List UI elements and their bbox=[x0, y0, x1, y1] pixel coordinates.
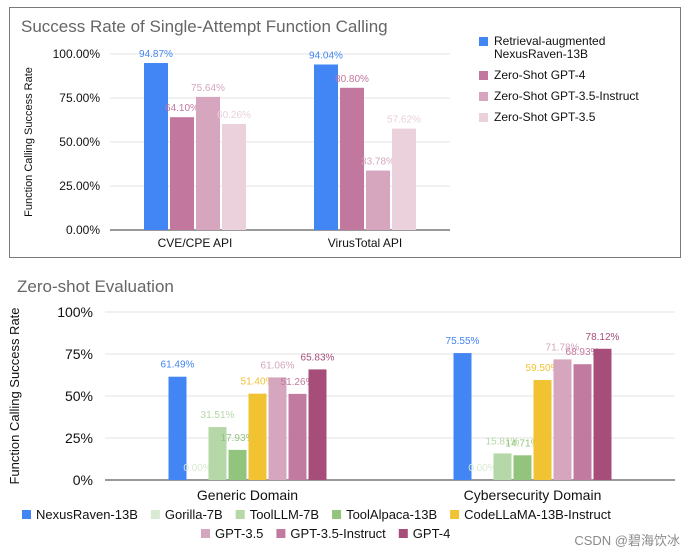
data-label: 68.93% bbox=[566, 347, 600, 358]
data-label: 33.78% bbox=[361, 157, 395, 168]
legend-label: ToolLLM-7B bbox=[250, 507, 319, 522]
legend-label: GPT-3.5 bbox=[215, 526, 263, 541]
data-label: 71.78% bbox=[546, 342, 580, 353]
bar-retrieval-augmented-nexusraven-13b-cve-cpe-api bbox=[144, 63, 168, 230]
data-label: 0.00% bbox=[183, 463, 211, 474]
chart-title: Success Rate of Single-Attempt Function … bbox=[21, 17, 388, 36]
bar-zero-shot-gpt-4-virustotal-api bbox=[340, 87, 364, 231]
data-label: 61.06% bbox=[261, 360, 295, 371]
bar-toolllm-7b-generic-domain bbox=[208, 427, 227, 480]
watermark: CSDN @碧海饮冰 bbox=[574, 533, 680, 548]
bar-gpt-3-5-instruct-generic-domain bbox=[288, 393, 307, 480]
data-label: 94.04% bbox=[309, 50, 343, 61]
data-label: 51.40% bbox=[241, 377, 275, 388]
y-tick-label: 100.00% bbox=[53, 47, 101, 61]
legend-swatch-gpt-3-5-instruct bbox=[276, 529, 286, 538]
x-tick-label: VirusTotal API bbox=[328, 236, 402, 250]
y-tick-label: 0% bbox=[73, 472, 93, 488]
data-label: 75.55% bbox=[446, 336, 480, 347]
y-tick-label: 75.00% bbox=[59, 91, 100, 105]
legend-row: GPT-3.5 GPT-3.5-Instruct GPT-4 bbox=[201, 526, 450, 541]
data-label: 0.00% bbox=[468, 463, 496, 474]
legend-label: Zero-Shot GPT-3.5-Instruct bbox=[494, 89, 639, 103]
y-axis-label: Function Calling Success Rate bbox=[23, 67, 35, 217]
bar-gpt-4-cybersecurity-domain bbox=[593, 348, 612, 480]
bar-zero-shot-gpt-3-5-instruct-virustotal-api bbox=[366, 170, 390, 230]
data-label: 14.71% bbox=[506, 438, 540, 449]
y-tick-label: 50% bbox=[65, 388, 93, 404]
legend-swatch-toolalpaca-13b bbox=[332, 510, 342, 519]
legend-label: GPT-3.5-Instruct bbox=[290, 526, 386, 541]
legend-label: NexusRaven-13B bbox=[36, 507, 138, 522]
legend-swatch-codellama-13b-instruct bbox=[450, 510, 460, 519]
legend-swatch-gpt-4 bbox=[398, 529, 408, 538]
bar-zero-shot-gpt-3-5-virustotal-api bbox=[392, 128, 416, 230]
data-label: 60.26% bbox=[217, 110, 251, 121]
x-tick-label: Generic Domain bbox=[197, 487, 298, 503]
data-label: 75.64% bbox=[191, 83, 225, 94]
x-tick-label: CVE/CPE API bbox=[158, 236, 233, 250]
data-label: 61.49% bbox=[161, 360, 195, 371]
legend-label: Zero-Shot GPT-3.5 bbox=[494, 110, 596, 124]
bar-toolllm-7b-cybersecurity-domain bbox=[493, 453, 512, 480]
bar-gpt-4-generic-domain bbox=[308, 369, 327, 480]
legend-swatch-nexusraven-13b bbox=[22, 510, 31, 519]
bar-gpt-3-5-generic-domain bbox=[268, 377, 287, 480]
legend-swatch-zero-shot-gpt-3-5 bbox=[479, 113, 488, 122]
data-label: 17.93% bbox=[221, 433, 255, 444]
bar-codellama-13b-instruct-cybersecurity-domain bbox=[533, 380, 552, 480]
bar-nexusraven-13b-generic-domain bbox=[168, 376, 187, 480]
bar-retrieval-augmented-nexusraven-13b-virustotal-api bbox=[314, 64, 338, 231]
bar-gpt-3-5-cybersecurity-domain bbox=[553, 359, 572, 480]
legend-label: CodeLLaMA-13B-Instruct bbox=[464, 507, 611, 522]
y-tick-label: 50.00% bbox=[59, 135, 100, 149]
data-label: 31.51% bbox=[201, 410, 235, 421]
legend-row: NexusRaven-13B Gorilla-7B ToolLLM-7B ToolAl… bbox=[22, 507, 611, 522]
y-tick-label: 75% bbox=[65, 346, 93, 362]
legend-label: ToolAlpaca-13B bbox=[346, 507, 437, 522]
legend-label: NexusRaven-13B bbox=[494, 47, 588, 61]
bar-toolalpaca-13b-generic-domain bbox=[228, 449, 247, 480]
bar-zero-shot-gpt-3-5-cve-cpe-api bbox=[222, 123, 246, 230]
data-label: 15.81% bbox=[486, 436, 520, 447]
bar-toolalpaca-13b-cybersecurity-domain bbox=[513, 455, 532, 480]
bar-codellama-13b-instruct-generic-domain bbox=[248, 393, 267, 480]
data-label: 57.62% bbox=[387, 115, 421, 126]
y-tick-label: 25.00% bbox=[59, 179, 100, 193]
legend-swatch-toolllm-7b bbox=[235, 510, 245, 519]
chart-title: Zero-shot Evaluation bbox=[17, 277, 174, 296]
y-tick-label: 100% bbox=[57, 304, 93, 320]
bar-zero-shot-gpt-4-cve-cpe-api bbox=[170, 117, 194, 230]
y-tick-label: 25% bbox=[65, 430, 93, 446]
legend-swatch-zero-shot-gpt-3-5-instruct bbox=[479, 92, 488, 101]
data-label: 59.50% bbox=[526, 363, 560, 374]
data-label: 80.80% bbox=[335, 74, 369, 85]
bar-zero-shot-gpt-3-5-instruct-cve-cpe-api bbox=[196, 96, 220, 230]
legend-swatch-gorilla-7b bbox=[150, 510, 160, 519]
bar-gpt-3-5-instruct-cybersecurity-domain bbox=[573, 364, 592, 480]
bar-nexusraven-13b-cybersecurity-domain bbox=[453, 353, 472, 480]
zero-shot-chart: Zero-shot Evaluation 0% 25% 50% 75% 100% Funct… bbox=[7, 277, 675, 541]
data-label: 65.83% bbox=[301, 352, 335, 363]
legend-label: GPT-4 bbox=[413, 526, 451, 541]
legend-label: Zero-Shot GPT-4 bbox=[494, 68, 586, 82]
x-tick-label: Cybersecurity Domain bbox=[464, 487, 602, 503]
y-axis-label: Function Calling Success Rate bbox=[7, 307, 22, 484]
legend-label: Retrieval-augmented bbox=[494, 34, 605, 48]
legend-swatch-retrieval-augmented-nexusraven-13b bbox=[479, 37, 488, 46]
data-label: 78.12% bbox=[586, 332, 620, 343]
legend-label: Gorilla-7B bbox=[165, 507, 223, 522]
legend-swatch-zero-shot-gpt-4 bbox=[479, 71, 488, 80]
data-label: 51.26% bbox=[281, 377, 315, 388]
legend-swatch-gpt-3-5 bbox=[201, 529, 210, 538]
single-attempt-chart: Success Rate of Single-Attempt Function … bbox=[21, 17, 639, 250]
data-label: 94.87% bbox=[139, 49, 173, 60]
chart-panel-single-attempt: Success Rate of Single-Attempt Function … bbox=[9, 7, 681, 258]
y-tick-label: 0.00% bbox=[66, 223, 100, 237]
data-label: 64.10% bbox=[165, 103, 199, 114]
